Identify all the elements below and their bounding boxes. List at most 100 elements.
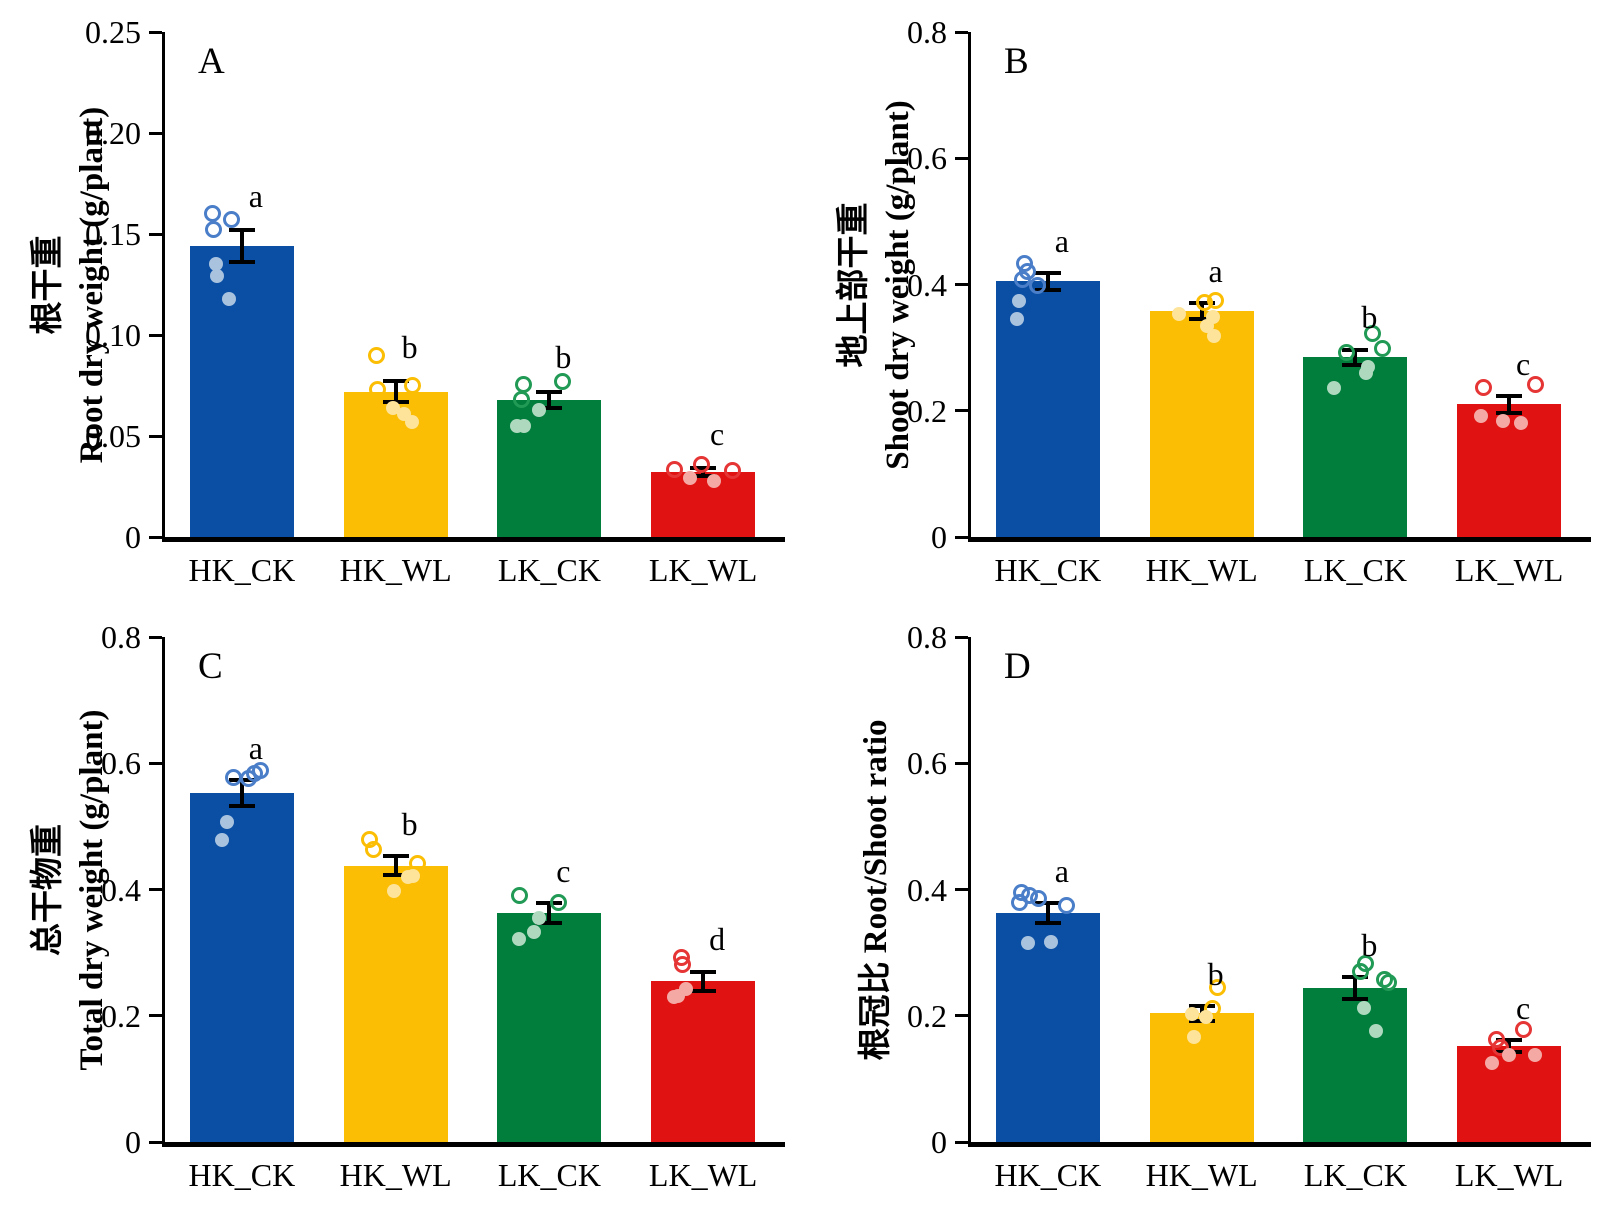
significance-letter: b [555,339,572,376]
data-point-filled [406,868,421,883]
bar-LK_WL [1457,1046,1562,1142]
bar-HK_WL [343,391,448,537]
data-point-open [1373,340,1391,358]
bar-HK_WL [1149,1013,1254,1142]
significance-letter: c [556,852,571,889]
data-point-open [673,956,691,974]
significance-letter: b [401,805,418,842]
y-axis-label-line: 根干重 [30,235,66,334]
error-bar [1353,349,1358,365]
significance-letter: a [248,729,263,766]
error-bar [547,391,552,408]
data-point-filled [706,474,721,489]
error-bar-cap-top [228,227,255,232]
x-category-label: HK_CK [188,552,296,588]
data-point-open [403,377,421,394]
error-bar-cap-bottom [1034,920,1061,925]
x-category-label: HK_WL [1145,1157,1258,1193]
error-bar [1507,396,1512,413]
y-tick [955,1014,968,1018]
error-bar [1199,303,1204,319]
data-point-open [365,841,383,859]
data-point-filled [1043,934,1058,949]
y-tick-label: 0.8 [907,619,947,655]
error-bar-cap-bottom [1034,287,1061,292]
data-point-open [1028,276,1046,294]
panel-shoot-dry-weight: B 地上部干重 Shoot dry weight (g/plant) 0 0.2 0.4 0… [806,0,1611,604]
error-bar-cap-top [1342,347,1369,352]
data-point-filled [1207,329,1222,344]
data-point-open [1337,344,1355,362]
x-axis-line [162,537,785,542]
error-bar-cap-top [1188,1003,1215,1008]
y-tick-label: 0.4 [101,871,141,908]
data-point-filled [405,414,420,429]
significance-letter: b [401,329,418,366]
y-tick-label: 0.2 [101,997,141,1034]
x-category-label: LK_CK [497,1157,601,1193]
y-tick [149,30,162,34]
data-point-filled [208,257,223,272]
data-point-open [1030,889,1047,907]
y-axis-line [162,32,165,542]
panel-letter: D [1004,646,1031,687]
data-point-filled [215,833,230,848]
data-point-open [1515,1021,1533,1039]
data-point-filled [1185,1006,1200,1021]
y-tick [149,761,162,765]
error-bar-cap-bottom [1496,410,1523,415]
x-axis-line [162,1142,785,1147]
error-bar-cap-bottom [690,988,717,993]
y-tick [149,888,162,891]
data-point-open [510,886,528,904]
error-bar-cap-bottom [1342,362,1369,367]
x-category-label: LK_WL [648,1157,758,1193]
y-tick-label: 0.15 [85,216,141,252]
error-bar-cap-top [382,379,409,384]
panel-letter: C [198,646,223,687]
data-point-filled [1021,936,1036,951]
data-point-filled [531,910,546,925]
bar-LK_CK [1303,987,1408,1142]
data-point-open [1363,325,1381,343]
x-category-label: HK_WL [339,1157,452,1193]
data-point-filled [1528,1047,1543,1062]
y-tick-label: 0.2 [907,997,947,1034]
y-axis-label-line: Root dry weight (g/plant) [74,106,110,463]
error-bar-cap-bottom [382,872,409,877]
y-axis-line [968,637,971,1147]
significance-letter: b [1361,926,1378,963]
data-point-open [723,461,741,479]
data-point-filled [526,924,541,939]
data-point-open [1206,292,1224,310]
x-category-label: HK_CK [994,552,1102,588]
error-bar-cap-bottom [1342,997,1369,1002]
y-tick [149,333,162,337]
error-bar-cap-top [1034,900,1061,905]
data-point-filled [222,291,237,306]
x-category-label: HK_WL [339,552,452,588]
y-tick [955,30,968,34]
data-point-open [692,455,710,473]
data-point-filled [385,400,400,415]
error-bar-cap-bottom [690,474,717,479]
y-tick [955,283,968,286]
error-bar-cap-top [382,854,409,859]
data-point-filled [1356,1000,1371,1015]
data-point-filled [667,990,681,1005]
y-tick-label: 0.2 [907,392,947,429]
y-tick-label: 0.4 [907,871,947,908]
significance-letter: a [248,177,263,214]
y-tick-label: 0.05 [85,418,141,454]
data-point-filled [1358,365,1373,380]
bar-LK_CK [497,912,602,1142]
data-point-filled [1495,413,1510,428]
data-point-open [665,460,683,478]
bar-LK_WL [651,472,756,537]
error-bar-cap-top [536,900,563,905]
error-bar-cap-top [690,969,717,974]
x-category-label: LK_CK [497,552,601,588]
y-tick-label: 0.6 [907,745,947,782]
data-point-filled [1513,415,1528,430]
error-bar [1045,902,1050,923]
